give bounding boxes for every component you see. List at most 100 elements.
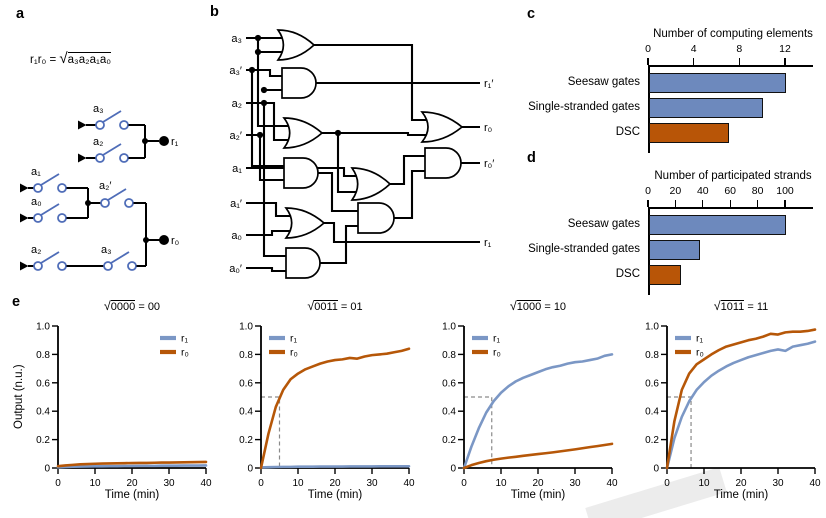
switch-lever <box>110 251 130 264</box>
switch-label: a₃ <box>101 244 112 256</box>
y-tick-label: 0.2 <box>36 435 50 446</box>
plot-area: 0 0.2 0.4 0.6 0.8 1.0 0 10 20 30 40 r₁ r₀ <box>645 322 821 490</box>
axis-tick <box>702 200 704 207</box>
chart-title: Number of computing elements <box>653 28 813 40</box>
wire <box>394 169 430 220</box>
x-tick-label: 40 <box>403 478 415 489</box>
axis-tick-label: 0 <box>645 43 651 55</box>
plot-area: 0 0.2 0.4 0.6 0.8 1.0 0 10 20 30 40 r₁ r₀ <box>239 322 415 490</box>
chart-title: Number of participated strands <box>654 170 812 182</box>
legend-label: r₀ <box>493 347 501 359</box>
x-tick-label: 10 <box>89 478 101 489</box>
category-label: Seesaw gates <box>567 76 640 88</box>
x-tick-label: 30 <box>569 478 581 489</box>
panel-label-e: e <box>12 294 21 310</box>
panel-label-c: c <box>527 6 536 22</box>
y-tick-label: 0.4 <box>645 407 659 418</box>
y-tick-label: 0.2 <box>442 435 456 446</box>
bar-single-stranded-gates <box>649 240 700 260</box>
x-tick-label: 40 <box>606 478 618 489</box>
bar-dsc <box>649 265 681 285</box>
x-tick-label: 0 <box>664 478 670 489</box>
legend-label: r₁ <box>181 333 188 345</box>
gate-input-label: a₂′ <box>230 130 242 142</box>
axis-line-vertical <box>648 65 650 153</box>
axis-tick <box>784 58 786 65</box>
switch-lever <box>107 188 127 201</box>
switch-lever <box>102 110 122 123</box>
switch-contact <box>57 261 67 271</box>
curve-r1 <box>259 464 411 469</box>
curve-r0 <box>56 460 208 468</box>
y-tick-label: 0.4 <box>36 407 50 418</box>
gate-input-label: a₀ <box>231 230 242 242</box>
title-result: = 00 <box>135 301 161 313</box>
y-tick-label: 0.8 <box>645 350 659 361</box>
bar-chart-computing-elements: Number of computing elements 0 4 8 12 Seesaw … <box>520 28 826 158</box>
line-chart-00: √0000 = 00 0 0.2 0.4 0.6 0.8 1.0 0 10 20 30 40 r₁ r₀ T… <box>13 296 214 518</box>
axis-tick <box>729 200 731 207</box>
axis-tick <box>756 200 759 207</box>
axis-tick <box>738 58 741 65</box>
axis-tick-label: 4 <box>690 43 697 55</box>
switch-label: r₀ <box>171 235 179 247</box>
x-tick-label: 0 <box>55 478 61 489</box>
x-tick-label: 10 <box>495 478 507 489</box>
x-axis-title: Time (min) <box>510 489 566 501</box>
chart-title: √0000 = 00 <box>58 299 206 313</box>
title-result: = 01 <box>337 301 363 313</box>
category-label: Seesaw gates <box>567 218 640 230</box>
axis-tick <box>692 58 695 65</box>
chart-title: √1011 = 11 <box>667 299 815 313</box>
and-gate <box>424 147 462 179</box>
wire <box>246 201 294 218</box>
curve-r1 <box>56 464 208 469</box>
x-tick-label: 20 <box>126 478 138 489</box>
x-tick-label: 40 <box>809 478 821 489</box>
switch-contact <box>100 198 110 208</box>
axis-line <box>648 65 813 67</box>
chart-title: √1000 = 10 <box>464 299 612 313</box>
gate-input-label: a₂ <box>232 98 242 110</box>
logic-gate-circuit-diagram: a₃ a₃′ a₂ a₂′ a₁ a₁′ a₀ a₀′ r₁′ r₀ r₀′ r₁ <box>229 29 494 279</box>
y-tick-label: 0.6 <box>645 378 659 389</box>
y-tick-label: 1.0 <box>442 322 456 333</box>
legend-label: r₁ <box>290 333 297 345</box>
and-gate <box>281 67 317 99</box>
y-tick-label: 0.4 <box>442 407 456 418</box>
axis-tick-label: 20 <box>669 185 682 197</box>
axis-tick-label: 8 <box>736 43 743 55</box>
input-arrow <box>20 213 29 223</box>
switch-contact <box>127 261 137 271</box>
switch-contact <box>33 261 43 271</box>
axis-line-vertical <box>648 207 650 295</box>
curve-r0 <box>462 442 614 470</box>
input-arrow <box>20 183 29 193</box>
or-gate <box>284 207 326 239</box>
wire <box>320 224 366 265</box>
panel-label-b: b <box>210 4 219 20</box>
junction-dot <box>254 34 262 42</box>
x-tick-label: 0 <box>461 478 467 489</box>
gate-input-label: a₁′ <box>230 198 242 210</box>
or-gate <box>420 111 464 143</box>
x-axis-title: Time (min) <box>307 489 363 501</box>
y-tick-label: 0 <box>247 464 253 475</box>
axis-line <box>648 207 813 209</box>
gate-output-label: r₀′ <box>484 158 494 170</box>
axis-tick-label: 0 <box>645 185 651 197</box>
switch-label: a₂′ <box>99 180 111 192</box>
formula-radicand: a₃a₂a₁a₀ <box>67 52 112 66</box>
switch-label: a₂ <box>31 244 41 256</box>
switch-label: a₀ <box>31 196 42 208</box>
switch-label: a₂ <box>93 136 103 148</box>
plot-area: 0 0.2 0.4 0.6 0.8 1.0 0 10 20 30 40 r₁ r₀ <box>36 322 212 490</box>
y-tick-label: 0 <box>450 464 456 475</box>
x-tick-label: 20 <box>329 478 341 489</box>
wire <box>322 131 360 194</box>
x-tick-label: 20 <box>735 478 747 489</box>
switch-circuit-diagram: a₃ a₂ r₁ a₁ a₀ a₂′ r₀ a₂ a₃ <box>20 103 179 271</box>
axis-tick <box>674 200 677 207</box>
switch-contact <box>95 120 105 130</box>
